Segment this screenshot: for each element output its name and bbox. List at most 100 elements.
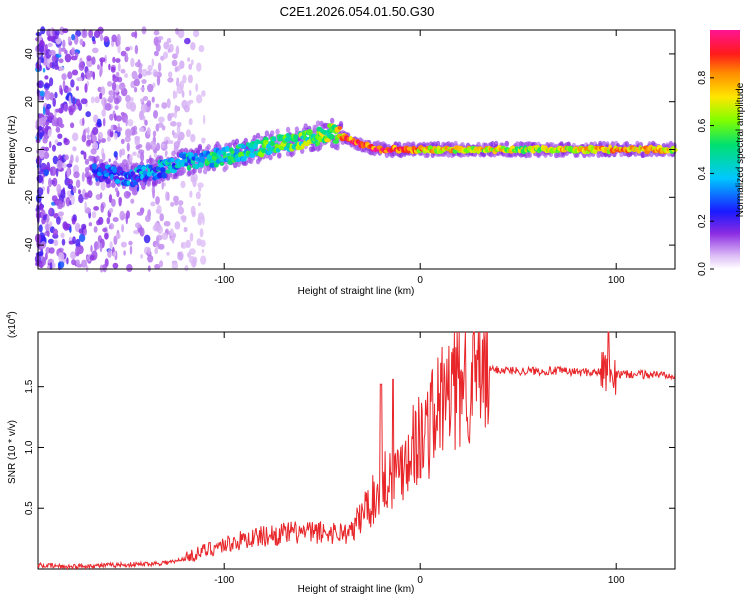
snr-panel: -100 0 100 0.5 1.0 1.5 Height of straight li… <box>6 311 676 595</box>
spectrogram-noise-blob <box>84 83 88 93</box>
spectrogram-noise-blob <box>108 158 111 163</box>
spectrogram-halo-mark <box>315 120 321 127</box>
spectrogram-noise-blob <box>107 248 112 258</box>
spectrogram-noise-blob <box>59 123 65 129</box>
spectrogram-noise-blob <box>200 239 206 248</box>
colorbar-ticks: 0.0 0.2 0.4 0.6 0.8 <box>697 70 714 276</box>
spectrogram-x-tick-label: -100 <box>214 275 234 286</box>
spectrogram-noise-blob <box>171 130 175 136</box>
spectrogram-y-tick-label: 40 <box>24 48 35 60</box>
spectrogram-y-tick-label: -40 <box>24 237 35 252</box>
spectrogram-noise-blob <box>116 190 120 198</box>
spectrogram-noise-blob <box>190 59 194 66</box>
spectrogram-x-tick-label: 100 <box>608 275 625 286</box>
spectrogram-halo-mark <box>206 144 211 150</box>
spectrogram-halo-mark <box>294 126 300 133</box>
spectrogram-noise-blob <box>54 64 59 70</box>
colorbar-label: Normalized spectral amplitude <box>735 82 746 217</box>
spectrogram-noise-blob <box>109 113 114 121</box>
spectrogram-noise-blob <box>93 226 98 233</box>
spectrogram-noise-blob <box>97 64 100 70</box>
spectrogram-noise-blob <box>155 39 159 46</box>
spectrogram-halo-mark <box>504 140 509 147</box>
spectrogram-noise-blob <box>58 45 62 56</box>
spectrogram-noise-blob <box>193 29 200 38</box>
spectrogram-noise-blob <box>108 90 115 96</box>
spectrogram-noise-blob <box>187 57 191 62</box>
spectrogram-noise-blob <box>146 158 149 164</box>
spectrogram-noise-blob <box>184 37 191 45</box>
spectrogram-halo-mark <box>236 161 241 168</box>
spectrogram-noise-blob <box>171 261 179 270</box>
spectrogram-noise-blob <box>120 138 125 145</box>
spectrogram-noise-blob <box>93 241 100 250</box>
spectrogram-noise-blob <box>66 163 73 168</box>
spectrogram-noise-blob <box>115 115 123 122</box>
spectrogram-noise-blob <box>153 71 160 78</box>
spectrogram-noise-blob <box>125 117 128 127</box>
spectrogram-noise-blob <box>64 53 72 63</box>
spectrogram-noise-blob <box>56 183 62 194</box>
spectrogram-trace-mark <box>332 139 340 144</box>
spectrogram-noise-blob <box>141 68 148 77</box>
spectrogram-trace-mark <box>114 179 121 184</box>
spectrogram-noise-blob <box>90 148 97 155</box>
spectrogram-noise-blob <box>130 198 135 204</box>
colorbar: 0.0 0.2 0.4 0.6 0.8 Normalized spectral ampl… <box>697 30 746 276</box>
spectrogram-noise-blob <box>44 75 49 80</box>
spectrogram-noise-blob <box>159 213 164 222</box>
spectrogram-halo-mark <box>633 150 638 157</box>
spectrogram-noise-blob <box>44 146 50 152</box>
spectrogram-noise-blob <box>52 97 56 108</box>
spectrogram-noise-blob <box>167 77 174 83</box>
spectrogram-noise-blob <box>75 238 81 248</box>
spectrogram-noise-blob <box>118 82 126 91</box>
spectrogram-noise-blob <box>43 151 50 159</box>
spectrogram-noise-blob <box>170 121 177 127</box>
spectrogram-trace-mark <box>119 177 125 181</box>
spectrogram-noise-blob <box>116 40 121 46</box>
spectrogram-noise-blob <box>132 151 137 156</box>
spectrogram-noise-blob <box>44 121 50 126</box>
spectrogram-halo-mark <box>275 128 280 135</box>
spectrogram-noise-blob <box>48 247 55 254</box>
spectrogram-noise-blob <box>201 215 205 221</box>
spectrogram-noise-blob <box>48 238 54 244</box>
spectrogram-noise-blob <box>121 148 126 156</box>
spectrogram-noise-blob <box>121 224 125 233</box>
spectrogram-noise-blob <box>52 177 58 187</box>
spectrogram-noise-blob <box>52 155 59 165</box>
spectrogram-noise-blob <box>51 118 56 127</box>
spectrogram-noise-blob <box>68 107 74 116</box>
spectrogram-noise-blob <box>113 132 118 140</box>
spectrogram-halo-mark <box>527 152 532 158</box>
spectrogram-noise-blob <box>174 66 178 73</box>
spectrogram-noise-blob <box>72 236 76 245</box>
spectrogram-noise-blob <box>119 149 122 158</box>
spectrogram-marks <box>34 26 678 273</box>
spectrogram-noise-blob <box>51 55 57 63</box>
spectrogram-noise-blob <box>166 98 171 109</box>
spectrogram-trace-mark <box>315 141 320 146</box>
spectrogram-noise-blob <box>134 137 140 146</box>
spectrogram-noise-blob <box>155 103 160 108</box>
spectrogram-noise-blob <box>183 226 188 233</box>
spectrogram-noise-blob <box>92 47 99 54</box>
spectrogram-noise-blob <box>62 39 66 49</box>
spectrogram-noise-blob <box>86 55 92 62</box>
spectrogram-noise-blob <box>92 71 96 80</box>
spectrogram-noise-blob <box>78 233 86 243</box>
spectrogram-noise-blob <box>75 259 80 266</box>
spectrogram-noise-blob <box>73 185 77 194</box>
spectrogram-halo-mark <box>243 160 248 166</box>
spectrogram-noise-blob <box>108 63 111 71</box>
spectrogram-noise-blob <box>52 228 59 237</box>
spectrogram-noise-blob <box>183 105 190 113</box>
spectrogram-noise-blob <box>46 103 52 110</box>
colorbar-tick-label: 0.6 <box>697 118 708 132</box>
spectrogram-trace-mark <box>160 167 166 174</box>
spectrogram-noise-blob <box>125 46 130 52</box>
spectrogram-halo-mark <box>649 151 654 158</box>
spectrogram-noise-blob <box>168 140 174 145</box>
spectrogram-noise-blob <box>158 243 165 250</box>
